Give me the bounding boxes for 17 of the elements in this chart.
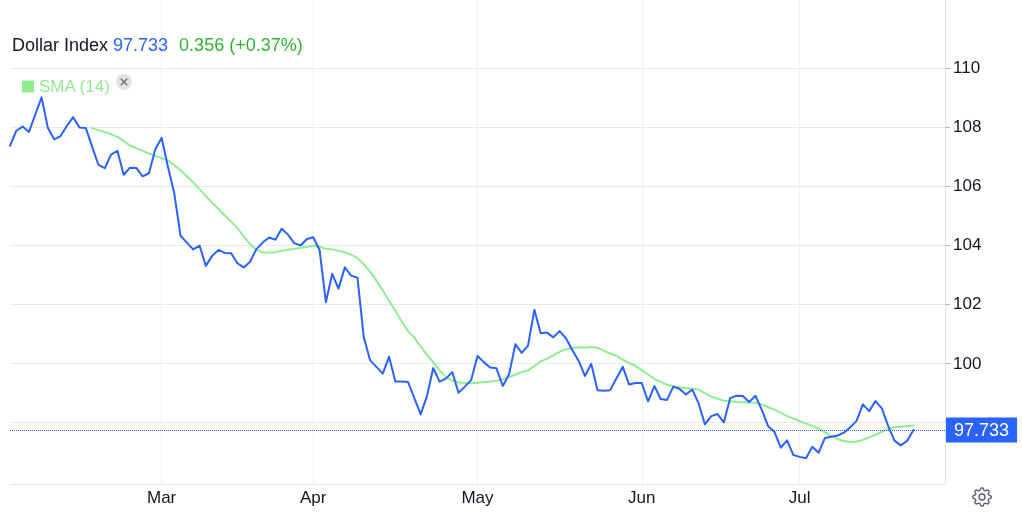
legend-label: SMA (14)	[39, 77, 110, 96]
y-tick-label: 100	[953, 353, 982, 373]
x-tick-label: Mar	[146, 488, 177, 507]
y-tick-label: 104	[953, 235, 982, 255]
ref-line-label: 97.733	[954, 419, 1010, 440]
line-series	[91, 127, 915, 444]
y-tick-label: 108	[953, 117, 982, 137]
x-tick-label: Apr	[300, 488, 327, 507]
x-tick-label: Jul	[788, 488, 811, 507]
text: Dollar Index	[12, 35, 109, 55]
x-tick-label: May	[461, 488, 495, 507]
annotation: 0.356 (+0.37%)	[179, 35, 303, 55]
y-tick-label: 106	[953, 176, 982, 196]
y-tick-label: 102	[953, 294, 982, 314]
x-tick-label: Jun	[628, 488, 656, 507]
annotation: 97.733	[113, 35, 169, 55]
y-tick-label: 110	[953, 58, 981, 78]
